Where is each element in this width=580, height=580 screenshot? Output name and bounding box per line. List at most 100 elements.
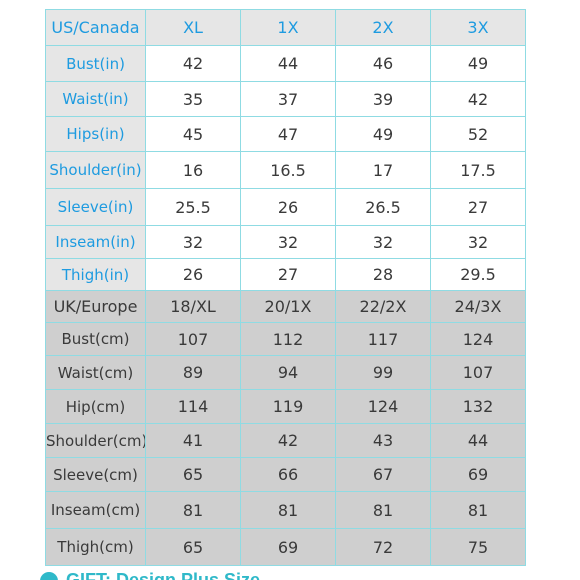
measurement-label: Thigh(in)	[45, 258, 146, 291]
measurement-value: 37	[240, 81, 336, 117]
measurement-label: Hips(in)	[45, 116, 146, 152]
size-header-cell: 22/2X	[335, 290, 431, 323]
measurement-value: 66	[240, 457, 336, 492]
uk-header-row: UK/Europe 18/XL 20/1X 22/2X 24/3X	[45, 290, 526, 323]
measurement-label: Waist(cm)	[45, 355, 146, 390]
measurement-value: 32	[240, 225, 336, 259]
measurement-label: Inseam(in)	[45, 225, 146, 259]
measurement-value: 69	[430, 457, 526, 492]
size-header-cell: 1X	[240, 9, 336, 46]
measurement-label: Waist(in)	[45, 81, 146, 117]
size-chart-table: US/Canada XL 1X 2X 3X Bust(in) 42 44 46 49 Waist(i…	[45, 9, 526, 566]
measurement-value: 114	[145, 389, 241, 424]
measurement-value: 28	[335, 258, 431, 291]
measurement-value: 27	[240, 258, 336, 291]
measurement-value: 132	[430, 389, 526, 424]
measurement-value: 117	[335, 322, 431, 356]
measurement-value: 107	[430, 355, 526, 390]
footer-caption: GIFT: Design Plus Size	[40, 566, 340, 580]
measurement-value: 32	[145, 225, 241, 259]
table-row: Thigh(in) 26 27 28 29.5	[45, 258, 526, 291]
measurement-value: 81	[145, 491, 241, 529]
table-row: Inseam(cm) 81 81 81 81	[45, 491, 526, 529]
size-header-cell: 24/3X	[430, 290, 526, 323]
measurement-value: 124	[430, 322, 526, 356]
region-label-us: US/Canada	[45, 9, 146, 46]
table-row: Waist(in) 35 37 39 42	[45, 81, 526, 117]
measurement-value: 49	[335, 116, 431, 152]
measurement-value: 75	[430, 528, 526, 566]
measurement-label: Sleeve(in)	[45, 188, 146, 226]
measurement-value: 27	[430, 188, 526, 226]
measurement-value: 44	[240, 45, 336, 82]
measurement-value: 42	[430, 81, 526, 117]
us-header-row: US/Canada XL 1X 2X 3X	[45, 9, 526, 46]
table-row: Sleeve(cm) 65 66 67 69	[45, 457, 526, 492]
size-header-cell: 3X	[430, 9, 526, 46]
measurement-value: 107	[145, 322, 241, 356]
measurement-label: Hip(cm)	[45, 389, 146, 424]
measurement-value: 99	[335, 355, 431, 390]
measurement-value: 81	[240, 491, 336, 529]
measurement-value: 39	[335, 81, 431, 117]
table-row: Shoulder(cm) 41 42 43 44	[45, 423, 526, 458]
measurement-label: Bust(cm)	[45, 322, 146, 356]
measurement-value: 49	[430, 45, 526, 82]
table-row: Hip(cm) 114 119 124 132	[45, 389, 526, 424]
measurement-value: 119	[240, 389, 336, 424]
size-header-cell: 18/XL	[145, 290, 241, 323]
badge-icon	[40, 572, 58, 580]
measurement-value: 67	[335, 457, 431, 492]
measurement-value: 16.5	[240, 151, 336, 189]
table-row: Bust(in) 42 44 46 49	[45, 45, 526, 82]
size-header-cell: 20/1X	[240, 290, 336, 323]
region-label-uk: UK/Europe	[45, 290, 146, 323]
measurement-label: Sleeve(cm)	[45, 457, 146, 492]
measurement-value: 72	[335, 528, 431, 566]
measurement-value: 124	[335, 389, 431, 424]
footer-text: GIFT: Design Plus Size	[66, 570, 261, 580]
measurement-value: 47	[240, 116, 336, 152]
measurement-value: 29.5	[430, 258, 526, 291]
measurement-value: 32	[430, 225, 526, 259]
table-row: Inseam(in) 32 32 32 32	[45, 225, 526, 259]
measurement-value: 25.5	[145, 188, 241, 226]
measurement-label: Shoulder(in)	[45, 151, 146, 189]
measurement-value: 52	[430, 116, 526, 152]
table-row: Waist(cm) 89 94 99 107	[45, 355, 526, 390]
measurement-value: 42	[240, 423, 336, 458]
measurement-value: 69	[240, 528, 336, 566]
measurement-value: 26	[240, 188, 336, 226]
measurement-label: Thigh(cm)	[45, 528, 146, 566]
table-row: Shoulder(in) 16 16.5 17 17.5	[45, 151, 526, 189]
measurement-value: 26	[145, 258, 241, 291]
measurement-value: 35	[145, 81, 241, 117]
table-row: Thigh(cm) 65 69 72 75	[45, 528, 526, 566]
measurement-value: 112	[240, 322, 336, 356]
size-header-cell: 2X	[335, 9, 431, 46]
measurement-value: 42	[145, 45, 241, 82]
measurement-value: 45	[145, 116, 241, 152]
measurement-value: 17.5	[430, 151, 526, 189]
measurement-value: 26.5	[335, 188, 431, 226]
size-header-cell: XL	[145, 9, 241, 46]
measurement-value: 65	[145, 528, 241, 566]
measurement-label: Inseam(cm)	[45, 491, 146, 529]
measurement-value: 65	[145, 457, 241, 492]
measurement-value: 17	[335, 151, 431, 189]
measurement-value: 89	[145, 355, 241, 390]
measurement-value: 94	[240, 355, 336, 390]
table-row: Bust(cm) 107 112 117 124	[45, 322, 526, 356]
measurement-value: 43	[335, 423, 431, 458]
measurement-label: Bust(in)	[45, 45, 146, 82]
measurement-value: 81	[430, 491, 526, 529]
measurement-value: 32	[335, 225, 431, 259]
table-row: Sleeve(in) 25.5 26 26.5 27	[45, 188, 526, 226]
measurement-value: 16	[145, 151, 241, 189]
measurement-value: 46	[335, 45, 431, 82]
size-chart-body: US/Canada XL 1X 2X 3X Bust(in) 42 44 46 49 Waist(i…	[45, 9, 526, 566]
table-row: Hips(in) 45 47 49 52	[45, 116, 526, 152]
measurement-label: Shoulder(cm)	[45, 423, 146, 458]
measurement-value: 44	[430, 423, 526, 458]
